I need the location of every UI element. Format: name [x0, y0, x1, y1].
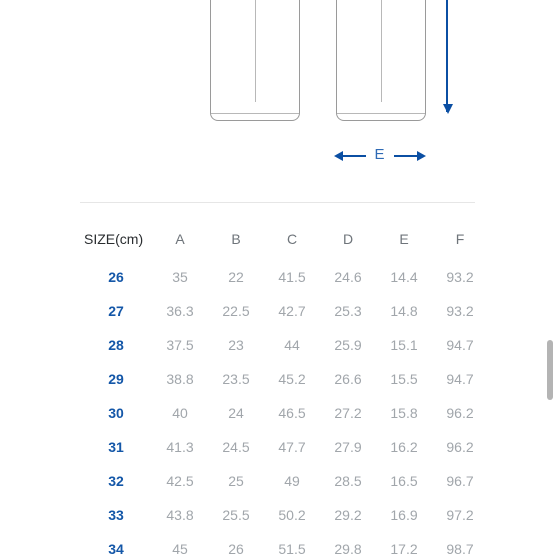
value-cell: 46.5 — [264, 396, 320, 430]
value-cell: 27.9 — [320, 430, 376, 464]
value-cell: 98.7 — [432, 532, 488, 555]
header-col-d: D — [320, 218, 376, 260]
value-cell: 93.2 — [432, 260, 488, 294]
pant-leg-right — [336, 0, 426, 121]
size-cell: 26 — [80, 260, 152, 294]
value-cell: 25.5 — [208, 498, 264, 532]
header-size: SIZE(cm) — [80, 218, 152, 260]
value-cell: 45.2 — [264, 362, 320, 396]
value-cell: 44 — [264, 328, 320, 362]
dimension-d-arrow — [446, 0, 448, 112]
value-cell: 35 — [152, 260, 208, 294]
value-cell: 29.2 — [320, 498, 376, 532]
scrollbar-thumb[interactable] — [547, 340, 553, 400]
size-cell: 30 — [80, 396, 152, 430]
value-cell: 96.2 — [432, 396, 488, 430]
value-cell: 37.5 — [152, 328, 208, 362]
size-table-head: SIZE(cm) A B C D E F — [80, 218, 488, 260]
table-row: 3242.5254928.516.596.7 — [80, 464, 488, 498]
value-cell: 15.8 — [376, 396, 432, 430]
value-cell: 23 — [208, 328, 264, 362]
size-cell: 27 — [80, 294, 152, 328]
value-cell: 29.8 — [320, 532, 376, 555]
size-cell: 32 — [80, 464, 152, 498]
value-cell: 97.2 — [432, 498, 488, 532]
value-cell: 14.4 — [376, 260, 432, 294]
value-cell: 22 — [208, 260, 264, 294]
value-cell: 16.2 — [376, 430, 432, 464]
size-cell: 34 — [80, 532, 152, 555]
value-cell: 26 — [208, 532, 264, 555]
value-cell: 28.5 — [320, 464, 376, 498]
value-cell: 49 — [264, 464, 320, 498]
table-row: 26352241.524.614.493.2 — [80, 260, 488, 294]
value-cell: 16.5 — [376, 464, 432, 498]
value-cell: 42.5 — [152, 464, 208, 498]
value-cell: 27.2 — [320, 396, 376, 430]
pant-leg-left — [210, 0, 300, 121]
value-cell: 47.7 — [264, 430, 320, 464]
header-row: SIZE(cm) A B C D E F — [80, 218, 488, 260]
value-cell: 50.2 — [264, 498, 320, 532]
size-table: SIZE(cm) A B C D E F 26352241.524.614.49… — [80, 218, 488, 555]
value-cell: 36.3 — [152, 294, 208, 328]
header-col-c: C — [264, 218, 320, 260]
value-cell: 43.8 — [152, 498, 208, 532]
value-cell: 25.9 — [320, 328, 376, 362]
value-cell: 22.5 — [208, 294, 264, 328]
value-cell: 24.6 — [320, 260, 376, 294]
value-cell: 17.2 — [376, 532, 432, 555]
value-cell: 25.3 — [320, 294, 376, 328]
pants-diagram: E — [0, 0, 555, 180]
table-row: 2837.5234425.915.194.7 — [80, 328, 488, 362]
value-cell: 94.7 — [432, 362, 488, 396]
header-col-b: B — [208, 218, 264, 260]
value-cell: 96.7 — [432, 464, 488, 498]
section-divider — [80, 202, 475, 203]
value-cell: 25 — [208, 464, 264, 498]
table-row: 2736.322.542.725.314.893.2 — [80, 294, 488, 328]
table-row: 3141.324.547.727.916.296.2 — [80, 430, 488, 464]
dimension-e-arrow: E — [336, 146, 424, 166]
value-cell: 14.8 — [376, 294, 432, 328]
value-cell: 93.2 — [432, 294, 488, 328]
table-row: 3343.825.550.229.216.997.2 — [80, 498, 488, 532]
value-cell: 45 — [152, 532, 208, 555]
value-cell: 96.2 — [432, 430, 488, 464]
size-cell: 31 — [80, 430, 152, 464]
header-col-f: F — [432, 218, 488, 260]
value-cell: 24.5 — [208, 430, 264, 464]
value-cell: 41.3 — [152, 430, 208, 464]
value-cell: 26.6 — [320, 362, 376, 396]
header-col-a: A — [152, 218, 208, 260]
table-row: 30402446.527.215.896.2 — [80, 396, 488, 430]
value-cell: 23.5 — [208, 362, 264, 396]
value-cell: 51.5 — [264, 532, 320, 555]
value-cell: 40 — [152, 396, 208, 430]
size-table-wrap: SIZE(cm) A B C D E F 26352241.524.614.49… — [80, 218, 487, 555]
table-row: 2938.823.545.226.615.594.7 — [80, 362, 488, 396]
size-cell: 29 — [80, 362, 152, 396]
value-cell: 16.9 — [376, 498, 432, 532]
value-cell: 41.5 — [264, 260, 320, 294]
value-cell: 38.8 — [152, 362, 208, 396]
size-cell: 33 — [80, 498, 152, 532]
value-cell: 24 — [208, 396, 264, 430]
value-cell: 15.5 — [376, 362, 432, 396]
value-cell: 94.7 — [432, 328, 488, 362]
table-row: 34452651.529.817.298.7 — [80, 532, 488, 555]
header-col-e: E — [376, 218, 432, 260]
size-cell: 28 — [80, 328, 152, 362]
size-table-body: 26352241.524.614.493.22736.322.542.725.3… — [80, 260, 488, 555]
value-cell: 15.1 — [376, 328, 432, 362]
value-cell: 42.7 — [264, 294, 320, 328]
